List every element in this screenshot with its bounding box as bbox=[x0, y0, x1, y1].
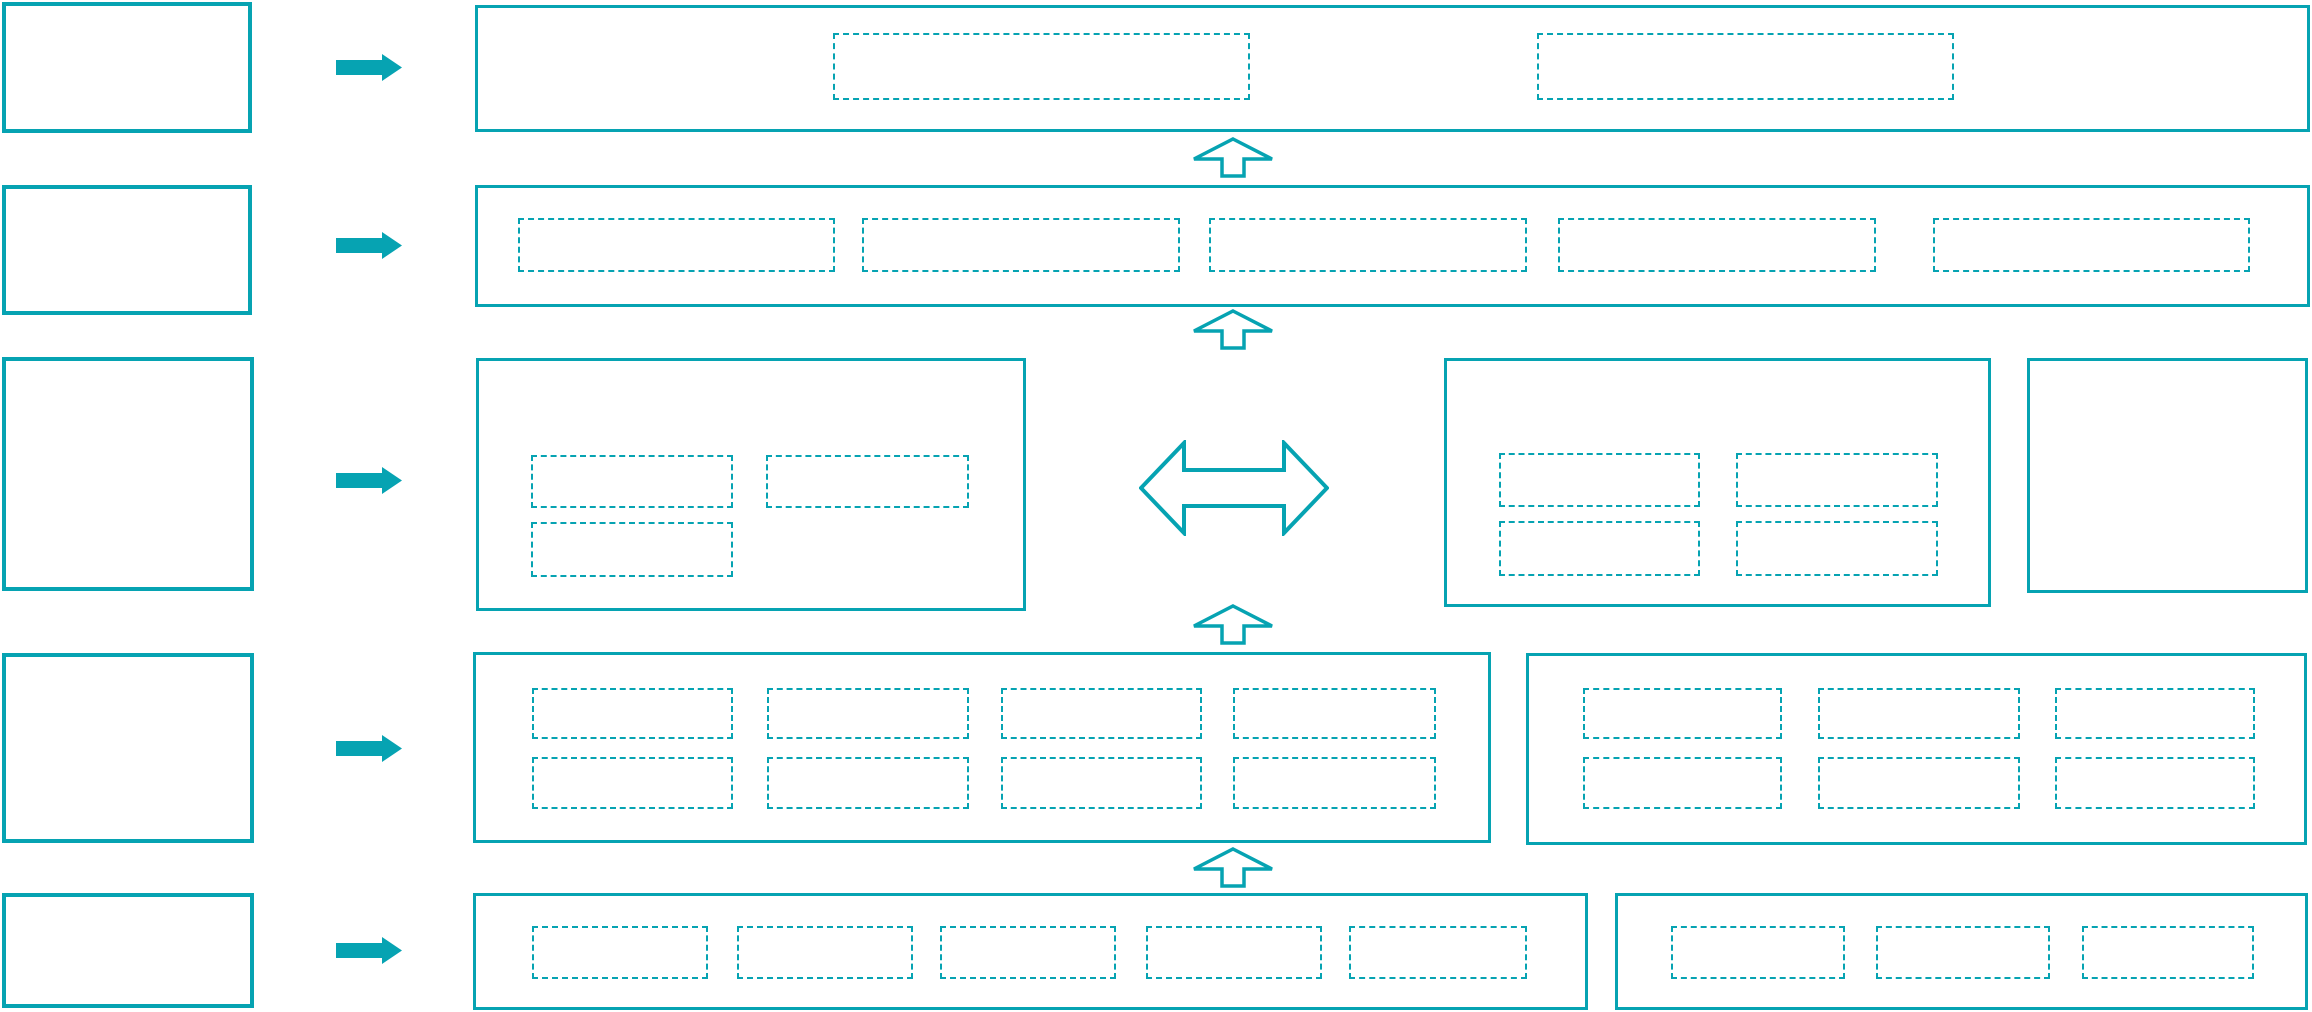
placeholder-slot bbox=[766, 455, 969, 508]
tier1-label-box bbox=[2, 2, 252, 133]
placeholder-slot bbox=[1583, 757, 1782, 809]
tier4-right-group-box bbox=[1526, 653, 2307, 845]
placeholder-slot bbox=[940, 926, 1116, 979]
placeholder-slot bbox=[1499, 453, 1700, 507]
up-arrow-icon bbox=[1193, 137, 1273, 178]
tier3-left-group-box bbox=[476, 358, 1026, 611]
placeholder-slot bbox=[1876, 926, 2050, 979]
placeholder-slot bbox=[1933, 218, 2250, 272]
tier1-right-arrow-icon bbox=[336, 54, 402, 81]
placeholder-slot bbox=[1233, 757, 1436, 809]
placeholder-slot bbox=[1209, 218, 1527, 272]
tier3-right-group-box bbox=[1444, 358, 1991, 607]
tier5-left-group-box bbox=[473, 893, 1588, 1010]
placeholder-slot bbox=[2082, 926, 2254, 979]
tier3-right-arrow-icon bbox=[336, 467, 402, 494]
bidirectional-arrow-icon bbox=[1139, 440, 1329, 536]
tier2-right-arrow-icon bbox=[336, 232, 402, 259]
placeholder-slot bbox=[862, 218, 1180, 272]
tier4-left-group-box bbox=[473, 652, 1491, 843]
placeholder-slot bbox=[1558, 218, 1876, 272]
placeholder-slot bbox=[767, 688, 969, 739]
placeholder-slot bbox=[767, 757, 969, 809]
tier5-label-box bbox=[2, 893, 254, 1008]
placeholder-slot bbox=[1233, 688, 1436, 739]
tier2-label-box bbox=[2, 185, 252, 315]
tier3-side-box bbox=[2027, 358, 2308, 593]
placeholder-slot bbox=[833, 33, 1250, 100]
placeholder-slot bbox=[1671, 926, 1845, 979]
up-arrow-icon bbox=[1193, 604, 1273, 645]
placeholder-slot bbox=[1736, 521, 1938, 576]
placeholder-slot bbox=[532, 757, 733, 809]
placeholder-slot bbox=[531, 522, 733, 577]
tier3-label-box bbox=[2, 357, 254, 591]
tier5-right-arrow-icon bbox=[336, 937, 402, 964]
placeholder-slot bbox=[1818, 757, 2020, 809]
up-arrow-icon bbox=[1193, 309, 1273, 350]
tier2-stage-box bbox=[475, 185, 2310, 307]
placeholder-slot bbox=[532, 926, 708, 979]
placeholder-slot bbox=[1001, 757, 1202, 809]
placeholder-slot bbox=[1818, 688, 2020, 739]
tier1-stage-box bbox=[475, 5, 2310, 132]
placeholder-slot bbox=[1349, 926, 1527, 979]
tier5-right-group-box bbox=[1615, 893, 2308, 1010]
placeholder-slot bbox=[1001, 688, 1202, 739]
placeholder-slot bbox=[737, 926, 913, 979]
placeholder-slot bbox=[531, 455, 733, 508]
placeholder-slot bbox=[1146, 926, 1322, 979]
tier4-label-box bbox=[2, 653, 254, 843]
placeholder-slot bbox=[1499, 521, 1700, 576]
tier4-right-arrow-icon bbox=[336, 735, 402, 762]
placeholder-slot bbox=[1583, 688, 1782, 739]
placeholder-slot bbox=[532, 688, 733, 739]
placeholder-slot bbox=[1537, 33, 1954, 100]
placeholder-slot bbox=[2055, 688, 2255, 739]
placeholder-slot bbox=[518, 218, 835, 272]
placeholder-slot bbox=[2055, 757, 2255, 809]
placeholder-slot bbox=[1736, 453, 1938, 507]
up-arrow-icon bbox=[1193, 847, 1273, 888]
